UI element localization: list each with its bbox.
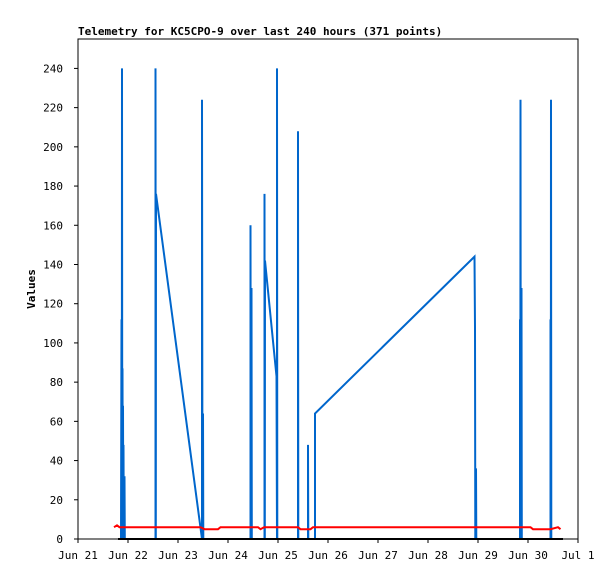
y-tick-label: 200 [43, 141, 63, 154]
chart-title: Telemetry for KC5CPO-9 over last 240 hou… [78, 25, 442, 38]
x-tick-label: Jun 22 [108, 549, 148, 562]
x-tick-label: Jun 26 [308, 549, 348, 562]
x-tick-label: Jun 25 [258, 549, 298, 562]
plot-frame [77, 38, 579, 540]
x-tick-label: Jun 30 [508, 549, 548, 562]
series-layer [113, 68, 563, 540]
y-tick-label: 40 [50, 455, 63, 468]
y-axis-label: Values [25, 269, 38, 309]
y-tick-label: 100 [43, 337, 63, 350]
y-tick-label: 120 [43, 298, 63, 311]
y-tick-label: 140 [43, 258, 63, 271]
y-tick-label: 60 [50, 415, 63, 428]
y-tick-label: 160 [43, 219, 63, 232]
x-tick-label: Jun 21 [58, 549, 98, 562]
x-tick-label: Jun 23 [158, 549, 198, 562]
y-tick-label: 240 [43, 62, 63, 75]
y-tick-label: 20 [50, 494, 63, 507]
x-tick-label: Jul 1 [561, 549, 594, 562]
x-tick-label: Jun 28 [408, 549, 448, 562]
y-tick-label: 220 [43, 102, 63, 115]
x-axis: Jun 21 Jun 22 Jun 23 Jun 24 Jun 25 Jun 26 Jun … [58, 539, 595, 562]
y-axis: 0 20 40 60 80 100 120 140 160 180 200 220 240 [43, 62, 78, 546]
x-tick-label: Jun 27 [358, 549, 398, 562]
x-tick-label: Jun 24 [208, 549, 248, 562]
series-line-2 [113, 524, 562, 531]
series-line-1 [120, 68, 553, 540]
y-tick-label: 180 [43, 180, 63, 193]
x-tick-label: Jun 29 [458, 549, 498, 562]
y-tick-label: 80 [50, 376, 63, 389]
y-tick-label: 0 [56, 533, 63, 546]
